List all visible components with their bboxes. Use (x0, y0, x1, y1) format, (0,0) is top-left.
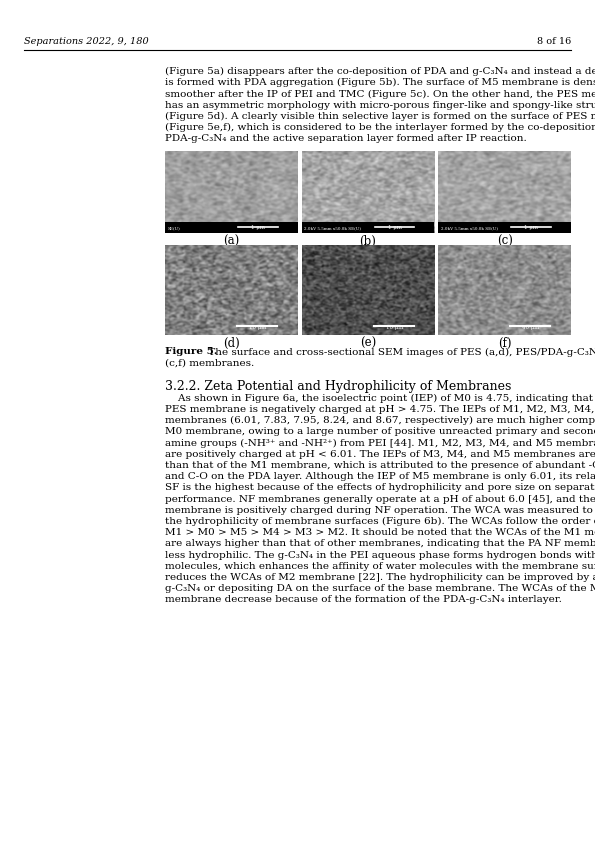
Text: (c,f) membranes.: (c,f) membranes. (165, 359, 254, 368)
Text: 40 μm: 40 μm (522, 325, 540, 330)
Bar (165, 222, 298, 233)
Text: M1 > M0 > M5 > M4 > M3 > M2. It should be noted that the WCAs of the M1 membrane: M1 > M0 > M5 > M4 > M3 > M2. It should b… (165, 528, 595, 537)
Text: reduces the WCAs of M2 membrane [22]. The hydrophilicity can be improved by addi: reduces the WCAs of M2 membrane [22]. Th… (165, 573, 595, 582)
Text: (f): (f) (498, 338, 512, 350)
Text: 2.0kV 5.5mm x50.0k SE(U): 2.0kV 5.5mm x50.0k SE(U) (304, 226, 361, 230)
Text: are always higher than that of other membranes, indicating that the PA NF membra: are always higher than that of other mem… (165, 540, 595, 548)
Text: Separations 2022, 9, 180: Separations 2022, 9, 180 (24, 38, 149, 46)
Text: and C-O on the PDA layer. Although the IEP of M5 membrane is only 6.01, its rela: and C-O on the PDA layer. Although the I… (165, 472, 595, 481)
Text: Figure 5.: Figure 5. (165, 348, 218, 356)
Text: 8 of 16: 8 of 16 (537, 38, 571, 46)
Text: 3.2.2. Zeta Potential and Hydrophilicity of Membranes: 3.2.2. Zeta Potential and Hydrophilicity… (165, 380, 511, 393)
Text: membrane is positively charged during NF operation. The WCA was measured to anal: membrane is positively charged during NF… (165, 506, 595, 514)
Text: 10 μm: 10 μm (249, 325, 267, 330)
Text: is formed with PDA aggregation (Figure 5b). The surface of M5 membrane is denser: is formed with PDA aggregation (Figure 5… (165, 78, 595, 88)
Text: 1 μm: 1 μm (387, 225, 402, 230)
Text: smoother after the IP of PEI and TMC (Figure 5c). On the other hand, the PES mem: smoother after the IP of PEI and TMC (Fi… (165, 89, 595, 99)
Text: (d): (d) (223, 338, 240, 350)
Text: than that of the M1 membrane, which is attributed to the presence of abundant -O: than that of the M1 membrane, which is a… (165, 461, 595, 470)
Text: less hydrophilic. The g-C₃N₄ in the PEI aqueous phase forms hydrogen bonds with : less hydrophilic. The g-C₃N₄ in the PEI … (165, 551, 595, 560)
Text: molecules, which enhances the affinity of water molecules with the membrane surf: molecules, which enhances the affinity o… (165, 562, 595, 571)
Text: (a): (a) (223, 236, 239, 248)
Text: are positively charged at pH < 6.01. The IEPs of M3, M4, and M5 membranes are lo: are positively charged at pH < 6.01. The… (165, 450, 595, 459)
Text: PES membrane is negatively charged at pH > 4.75. The IEPs of M1, M2, M3, M4, and: PES membrane is negatively charged at pH… (165, 405, 595, 414)
Bar (439, 222, 571, 233)
Text: (c): (c) (497, 236, 513, 248)
Text: SE(U): SE(U) (168, 226, 180, 230)
Bar (302, 222, 434, 233)
Text: has an asymmetric morphology with micro-porous finger-like and spongy-like struc: has an asymmetric morphology with micro-… (165, 100, 595, 109)
Text: performance. NF membranes generally operate at a pH of about 6.0 [45], and theM5: performance. NF membranes generally oper… (165, 494, 595, 504)
Text: As shown in Figure 6a, the isoelectric point (IEP) of M0 is 4.75, indicating tha: As shown in Figure 6a, the isoelectric p… (165, 394, 595, 403)
Text: The surface and cross-sectional SEM images of PES (a,d), PES/PDA-g-C₃N₄ (b,e), a: The surface and cross-sectional SEM imag… (205, 348, 595, 356)
Text: SF is the highest because of the effects of hydrophilicity and pore size on sepa: SF is the highest because of the effects… (165, 483, 595, 493)
Text: (Figure 5a) disappears after the co-deposition of PDA and g-C₃N₄ and instead a d: (Figure 5a) disappears after the co-depo… (165, 67, 595, 76)
Text: (Figure 5e,f), which is considered to be the interlayer formed by the co-deposit: (Figure 5e,f), which is considered to be… (165, 123, 595, 132)
Text: the hydrophilicity of membrane surfaces (Figure 6b). The WCAs follow the order o: the hydrophilicity of membrane surfaces … (165, 517, 595, 526)
Text: PDA-g-C₃N₄ and the active separation layer formed after IP reaction.: PDA-g-C₃N₄ and the active separation lay… (165, 134, 527, 143)
Text: (e): (e) (360, 338, 376, 350)
Text: 1 μm: 1 μm (251, 225, 265, 230)
Text: 2.0kV 5.5mm x50.0k SE(U): 2.0kV 5.5mm x50.0k SE(U) (441, 226, 498, 230)
Text: g-C₃N₄ or depositing DA on the surface of the base membrane. The WCAs of the M5: g-C₃N₄ or depositing DA on the surface o… (165, 584, 595, 594)
Text: 10 μm: 10 μm (386, 325, 403, 330)
Text: membrane decrease because of the formation of the PDA-g-C₃N₄ interlayer.: membrane decrease because of the formati… (165, 595, 562, 605)
Text: M0 membrane, owing to a large number of positive unreacted primary and secondary: M0 membrane, owing to a large number of … (165, 428, 595, 436)
Text: (Figure 5d). A clearly visible thin selective layer is formed on the surface of : (Figure 5d). A clearly visible thin sele… (165, 112, 595, 121)
Text: membranes (6.01, 7.83, 7.95, 8.24, and 8.67, respectively) are much higher compa: membranes (6.01, 7.83, 7.95, 8.24, and 8… (165, 416, 595, 425)
Text: amine groups (-NH³⁺ and -NH²⁺) from PEI [44]. M1, M2, M3, M4, and M5 membranes: amine groups (-NH³⁺ and -NH²⁺) from PEI … (165, 439, 595, 448)
Text: 1 μm: 1 μm (524, 225, 538, 230)
Text: (b): (b) (359, 236, 377, 248)
